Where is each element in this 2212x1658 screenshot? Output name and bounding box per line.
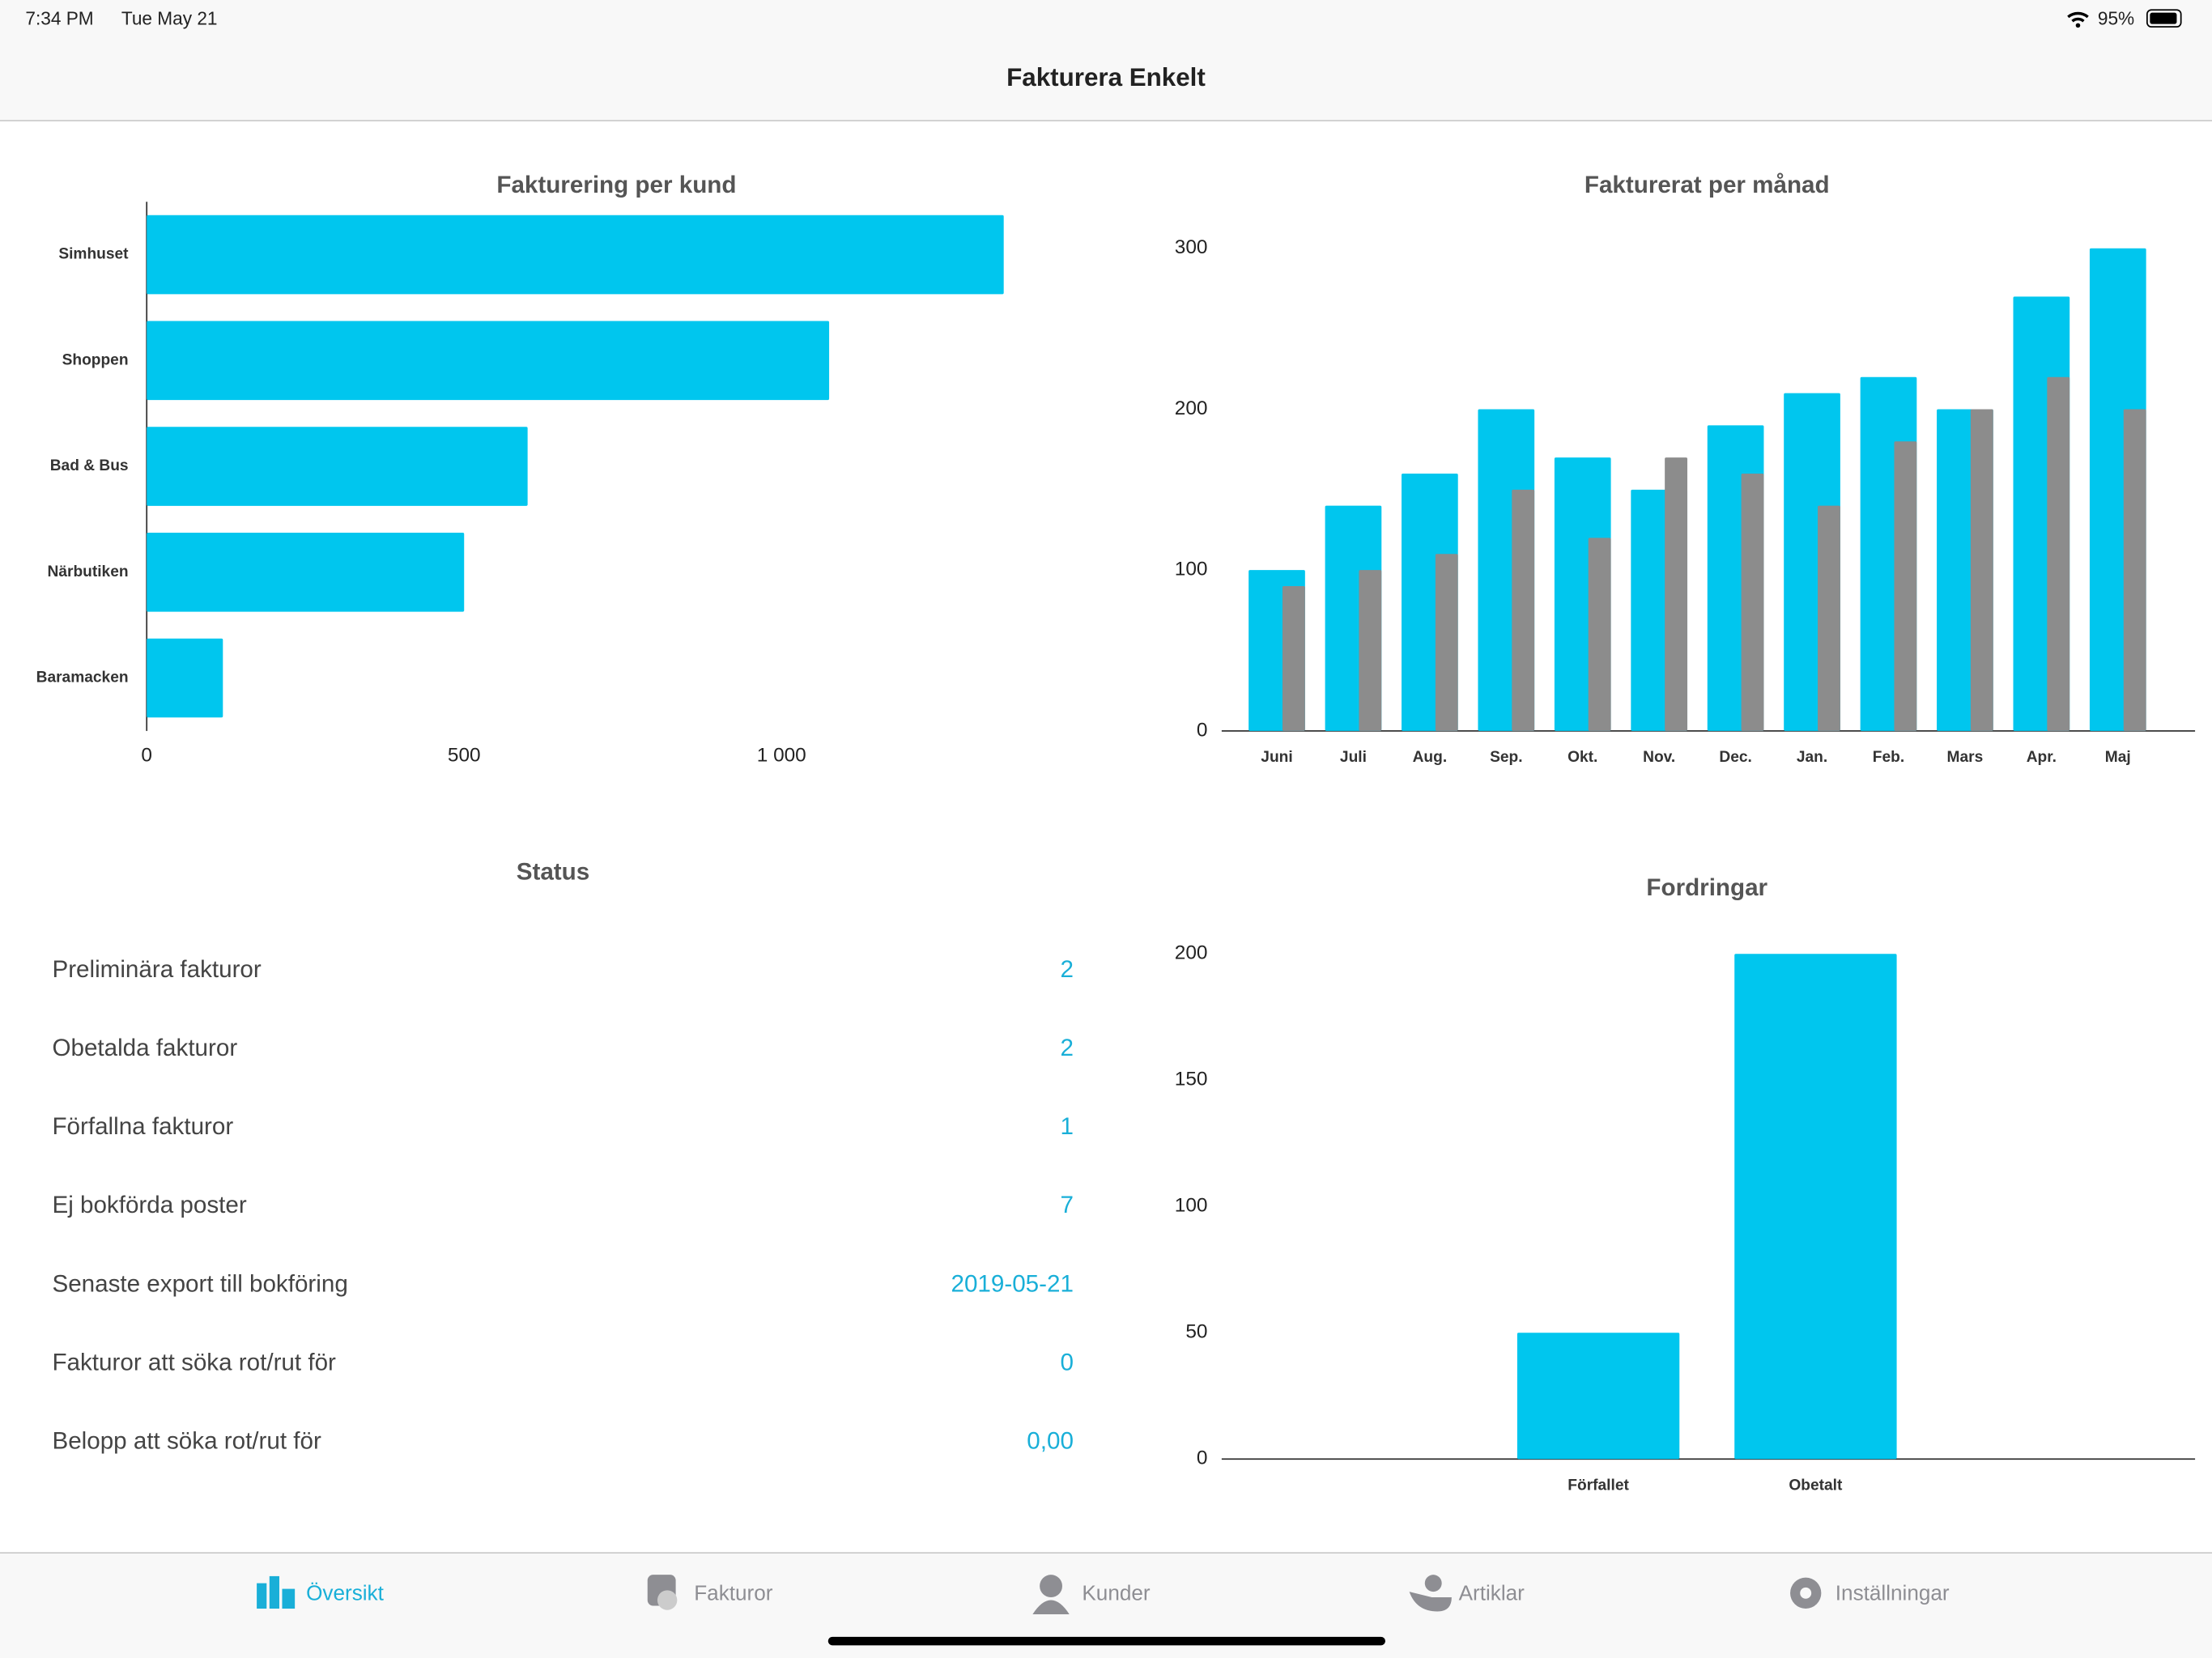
x-tick-label: 0 [141,745,152,767]
category-label: Aug. [1413,749,1448,766]
status-value: 0,00 [1027,1427,1074,1454]
bar [1359,570,1382,731]
y-tick-label: 300 [1175,236,1208,258]
bar [1665,457,1688,731]
category-label: Sep. [1490,749,1522,766]
status-label: Ej bokförda poster [52,1192,246,1218]
y-tick-label: 200 [1175,397,1208,419]
home-indicator [827,1636,1385,1646]
status-value: 2019-05-21 [951,1270,1073,1297]
y-tick-label: 100 [1175,559,1208,580]
tab-label[interactable]: Inställningar [1836,1580,1950,1605]
chart-title: Fakturering per kund [496,172,736,198]
bar [1818,505,1840,731]
status-value: 7 [1060,1192,1073,1218]
bar [1435,554,1458,731]
category-label: Mars [1947,749,1984,766]
category-label: Shoppen [62,351,129,368]
category-label: Dec. [1719,749,1751,766]
bar [1516,1333,1680,1460]
category-label: Okt. [1568,749,1597,766]
tab-label[interactable]: Översikt [306,1580,385,1605]
category-label: Bad & Bus [50,457,129,474]
category-label: Obetalt [1789,1477,1843,1494]
tab-icon [647,1575,678,1610]
bar [147,638,223,718]
status-label: Obetalda fakturor [52,1035,237,1061]
y-tick-label: 0 [1197,719,1208,741]
bar [1894,441,1917,731]
category-label: Nov. [1643,749,1675,766]
battery-level: 95% [2098,7,2134,28]
tab-label[interactable]: Artiklar [1459,1580,1525,1605]
chart-title: Fakturerat per månad [1585,172,1830,198]
category-label: Närbutiken [48,563,129,580]
tab-icon [1790,1577,1822,1609]
category-label: Apr. [2027,749,2057,766]
tab-icon [1409,1575,1452,1612]
wifi-dot [2075,23,2081,28]
bar [1734,954,1897,1460]
status-label: Senaste export till bokföring [52,1270,347,1297]
bar [1588,538,1611,731]
bar [147,321,830,401]
tab-label[interactable]: Kunder [1082,1580,1151,1605]
category-label: Juni [1261,749,1292,766]
bar [147,215,1004,295]
status-value: 2 [1060,1035,1073,1061]
category-label: Baramacken [36,670,129,687]
y-tick-label: 50 [1185,1321,1207,1343]
y-tick-label: 200 [1175,942,1208,964]
status-list: Preliminära fakturor 2 Obetalda fakturor 2 F… [52,956,1073,1455]
tab-icon [257,1575,296,1609]
bar [2047,376,2070,731]
tab-icon [1032,1575,1070,1614]
battery-icon [2146,9,2182,28]
bar [1741,473,1764,731]
category-label: Feb. [1873,749,1904,766]
status-label: Preliminära fakturor [52,956,261,983]
date: Tue May 21 [121,7,218,28]
x-tick-label: 1 000 [757,745,806,767]
status-label: Förfallna fakturor [52,1113,233,1140]
x-tick-label: 500 [448,745,481,767]
category-label: Jan. [1797,749,1827,766]
tab-label[interactable]: Fakturor [694,1580,773,1605]
tabs: Översikt Fakturor Kunder Artiklar Inställnin… [306,1580,1950,1605]
bar [147,532,465,612]
bar [1512,489,1535,731]
y-tick-label: 150 [1175,1069,1208,1090]
bar [1282,586,1305,731]
app-title: Fakturera Enkelt [1006,63,1206,91]
category-label: Simhuset [58,246,129,263]
status-value: 0 [1060,1349,1073,1375]
wifi-icon [2067,11,2089,23]
battery-fill [2150,12,2177,24]
status-value: 1 [1060,1113,1073,1140]
bar [2123,409,2146,731]
chart-title: Fordringar [1646,874,1767,901]
time: 7:34 PM [25,7,93,28]
category-label: Maj [2105,749,2131,766]
bar [1970,409,1993,731]
status-label: Belopp att söka rot/rut för [52,1427,321,1454]
bar [147,427,528,506]
category-label: Juli [1340,749,1367,766]
nav-bar [0,0,2212,121]
status-value: 2 [1060,956,1073,983]
category-label: Förfallet [1568,1477,1629,1494]
y-tick-label: 0 [1197,1448,1208,1469]
status-label: Fakturor att söka rot/rut för [52,1349,336,1375]
y-tick-label: 100 [1175,1195,1208,1217]
status-title: Status [517,859,589,886]
